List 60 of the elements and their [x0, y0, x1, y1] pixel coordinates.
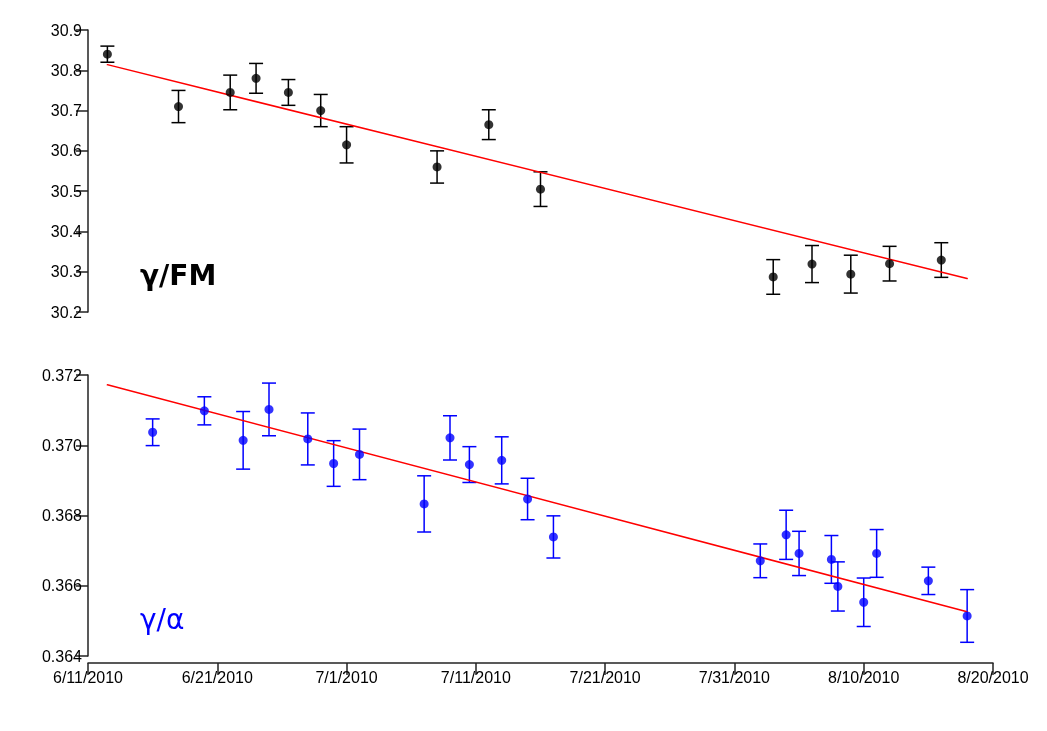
point	[548, 532, 558, 542]
point	[342, 140, 352, 150]
point	[936, 255, 946, 265]
point	[872, 548, 882, 558]
point	[238, 435, 248, 445]
point	[833, 581, 843, 591]
point	[923, 576, 933, 586]
point	[755, 556, 765, 566]
point	[102, 49, 112, 59]
point	[251, 73, 261, 83]
point	[432, 162, 442, 172]
y-tick-label: 30.5	[50, 182, 83, 200]
x-tick-label: 7/11/2010	[440, 668, 511, 686]
text: γ/FM	[140, 258, 217, 292]
text: γ/α	[140, 602, 185, 636]
x-tick-label: 8/20/2010	[957, 668, 1029, 686]
point	[846, 269, 856, 279]
point	[199, 406, 209, 416]
y-tick-label: 0.372	[41, 366, 83, 384]
y-tick-label: 30.7	[50, 102, 83, 120]
x-tick-label: 6/11/2010	[53, 668, 124, 686]
x-tick-label: 7/1/2010	[315, 668, 378, 686]
point	[303, 434, 313, 444]
point	[523, 494, 533, 504]
point	[316, 106, 326, 116]
point	[826, 554, 836, 564]
point	[464, 460, 474, 470]
x-tick-label: 7/21/2010	[569, 668, 641, 686]
x-tick-label: 8/10/2010	[828, 668, 900, 686]
point	[859, 597, 869, 607]
point	[484, 120, 494, 130]
y-tick-label: 30.9	[50, 21, 83, 39]
y-tick-label: 30.3	[50, 263, 83, 281]
point	[497, 455, 507, 465]
y-tick-label: 0.370	[41, 436, 83, 454]
y-tick-label: 30.6	[50, 142, 83, 160]
x-tick-label: 7/31/2010	[698, 668, 771, 686]
y-tick-label: 30.2	[50, 303, 83, 321]
point	[329, 459, 339, 469]
point	[355, 449, 364, 459]
point	[264, 404, 274, 414]
point	[174, 102, 183, 112]
point	[536, 184, 545, 194]
point	[419, 499, 429, 509]
point	[225, 87, 235, 97]
y-tick-label: 30.8	[50, 61, 83, 79]
point	[283, 87, 293, 97]
y-tick-label: 0.366	[41, 577, 83, 595]
y-tick-label: 30.4	[50, 222, 83, 240]
point	[445, 433, 455, 443]
x-tick-label: 6/21/2010	[181, 668, 253, 686]
point	[148, 427, 158, 437]
point	[781, 530, 791, 540]
point	[768, 272, 778, 282]
y-tick-label: 0.368	[41, 507, 83, 524]
point	[794, 548, 804, 558]
point	[885, 259, 895, 269]
point	[962, 611, 972, 621]
y-tick-label: 0.364	[41, 647, 83, 665]
point	[807, 259, 817, 269]
